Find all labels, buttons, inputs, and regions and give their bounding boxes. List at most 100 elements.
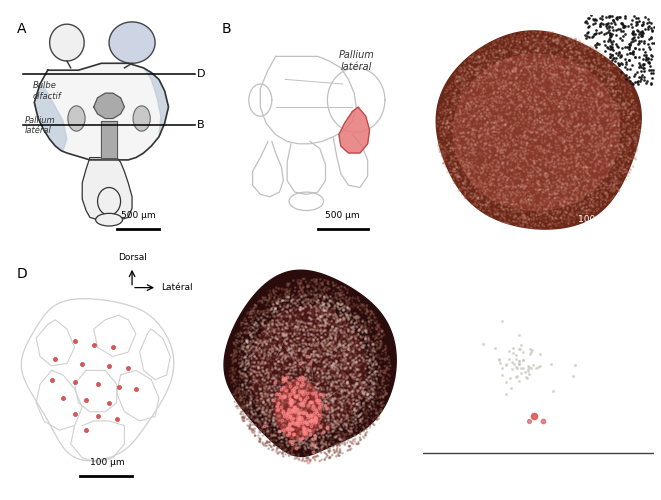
Point (303, 402, 313, 409)
Point (550, 214, 561, 222)
Point (465, 94, 476, 102)
Point (255, 308, 266, 316)
Point (313, 352, 324, 360)
Point (297, 318, 308, 326)
Point (281, 344, 292, 352)
Point (250, 302, 260, 310)
Point (565, 34, 576, 42)
Point (270, 392, 281, 400)
Point (460, 64, 471, 72)
Point (585, 158, 596, 166)
Point (511, 222, 522, 230)
Point (609, 109, 620, 117)
Point (533, 146, 543, 154)
Point (570, 201, 580, 209)
Point (447, 135, 458, 143)
Point (285, 322, 295, 330)
Point (281, 396, 292, 404)
Point (251, 406, 262, 413)
Point (324, 309, 334, 317)
Point (311, 296, 321, 304)
Point (598, 135, 608, 143)
Point (458, 128, 469, 136)
Point (617, 128, 628, 136)
Point (619, 102, 629, 110)
Point (607, 153, 617, 161)
Point (610, 72, 621, 80)
Point (355, 320, 366, 328)
Point (620, 86, 631, 94)
Text: Pallium
latéral: Pallium latéral (24, 116, 56, 135)
Point (566, 64, 577, 72)
Point (299, 292, 309, 300)
Point (360, 388, 371, 396)
Point (470, 133, 481, 141)
Point (475, 58, 485, 66)
Point (366, 310, 376, 318)
Point (499, 214, 510, 222)
Point (278, 393, 289, 401)
Point (457, 183, 467, 191)
Point (535, 202, 546, 210)
Point (617, 161, 628, 169)
Point (565, 58, 576, 66)
Point (516, 32, 527, 40)
Point (235, 362, 245, 370)
Point (545, 92, 555, 100)
Point (592, 77, 602, 85)
Point (268, 430, 279, 438)
Point (308, 315, 319, 323)
Point (449, 122, 459, 130)
Point (454, 142, 465, 150)
Point (451, 112, 461, 120)
Point (623, 120, 633, 128)
Point (578, 214, 588, 222)
Point (499, 139, 510, 147)
Point (293, 440, 303, 448)
Text: 100 μm: 100 μm (342, 460, 376, 469)
Point (609, 186, 620, 194)
Point (583, 44, 594, 52)
Point (249, 315, 259, 323)
Point (266, 324, 276, 332)
Point (338, 398, 348, 406)
Point (340, 345, 351, 353)
Point (502, 205, 513, 213)
Point (585, 200, 596, 208)
Point (530, 364, 541, 372)
Point (571, 142, 582, 150)
Point (530, 120, 541, 128)
Point (539, 61, 550, 69)
Point (362, 396, 372, 404)
Point (273, 448, 284, 456)
Point (375, 325, 385, 333)
Point (551, 136, 561, 144)
Point (300, 371, 311, 379)
Point (543, 195, 554, 203)
Point (617, 80, 627, 88)
Point (489, 199, 500, 207)
Point (490, 195, 500, 203)
Point (338, 436, 348, 444)
Point (249, 380, 259, 388)
Point (564, 100, 574, 108)
Point (348, 417, 358, 425)
Point (315, 279, 325, 287)
Point (520, 90, 531, 98)
Point (324, 308, 334, 316)
Point (556, 68, 566, 76)
Point (596, 70, 606, 78)
Point (322, 352, 332, 360)
Point (531, 176, 542, 184)
Point (558, 176, 568, 184)
Point (616, 132, 627, 140)
Point (332, 410, 343, 418)
Point (275, 384, 286, 392)
Point (628, 48, 639, 56)
Point (487, 192, 498, 200)
Point (506, 41, 516, 49)
Point (591, 63, 602, 71)
Point (630, 138, 641, 146)
Point (284, 408, 295, 416)
Text: A: A (17, 22, 26, 36)
